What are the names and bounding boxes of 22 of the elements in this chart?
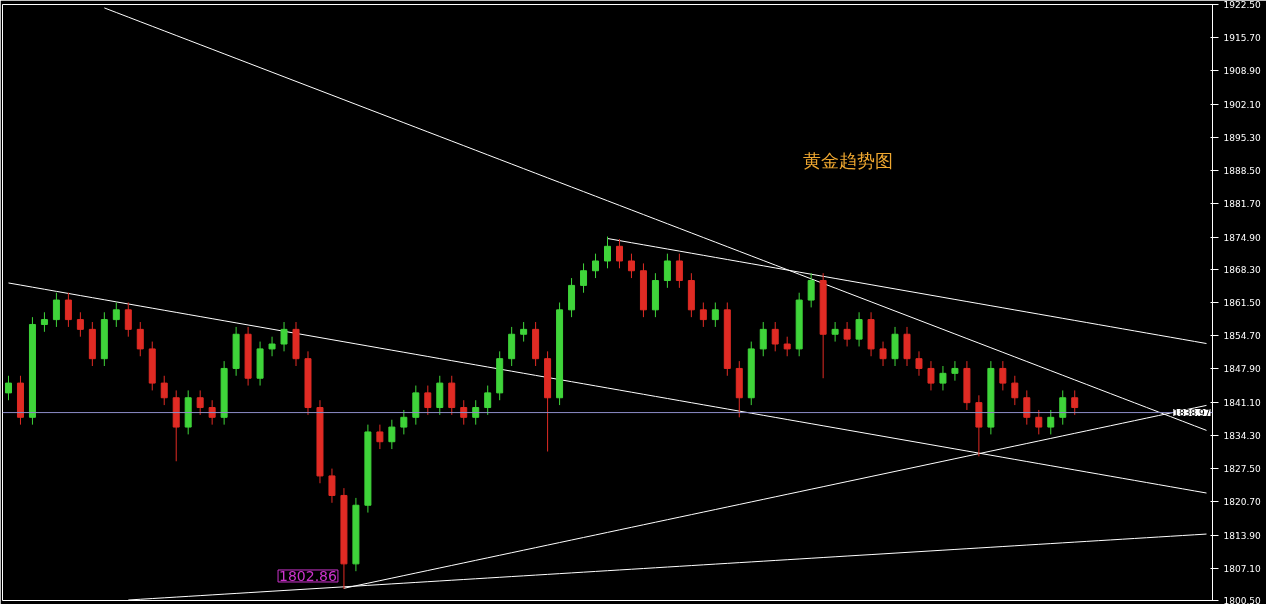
y-tick-label: 1854.70 [1223, 331, 1261, 342]
y-tick-label: 1800.50 [1223, 596, 1261, 604]
y-tick-label: 1841.10 [1223, 397, 1261, 408]
y-tick-label: 1813.90 [1223, 530, 1261, 541]
y-tick-label: 1861.50 [1223, 298, 1261, 308]
y-tick-label: 1827.50 [1223, 464, 1261, 475]
ref-line-label: 1838.97 [1173, 408, 1211, 419]
y-tick-label: 1834.30 [1223, 430, 1261, 441]
y-tick-label: 1908.90 [1223, 66, 1261, 77]
y-tick-label: 1888.50 [1223, 166, 1261, 177]
y-tick-label: 1922.50 [1223, 0, 1261, 10]
text: 黄金趋势图 [802, 149, 893, 171]
y-tick-label: 1895.30 [1223, 132, 1261, 143]
y-tick-label: 1874.90 [1223, 232, 1261, 243]
y-tick-label: 1868.30 [1223, 264, 1261, 275]
y-tick-label: 1915.70 [1223, 33, 1261, 44]
annotation: 1802.86 [279, 567, 338, 584]
y-tick-label: 1847.90 [1223, 364, 1261, 375]
y-tick-label: 1820.70 [1223, 497, 1261, 508]
y-tick-label: 1881.70 [1223, 199, 1261, 210]
y-tick-label: 1807.10 [1223, 563, 1261, 574]
y-tick-label: 1902.10 [1223, 99, 1261, 110]
